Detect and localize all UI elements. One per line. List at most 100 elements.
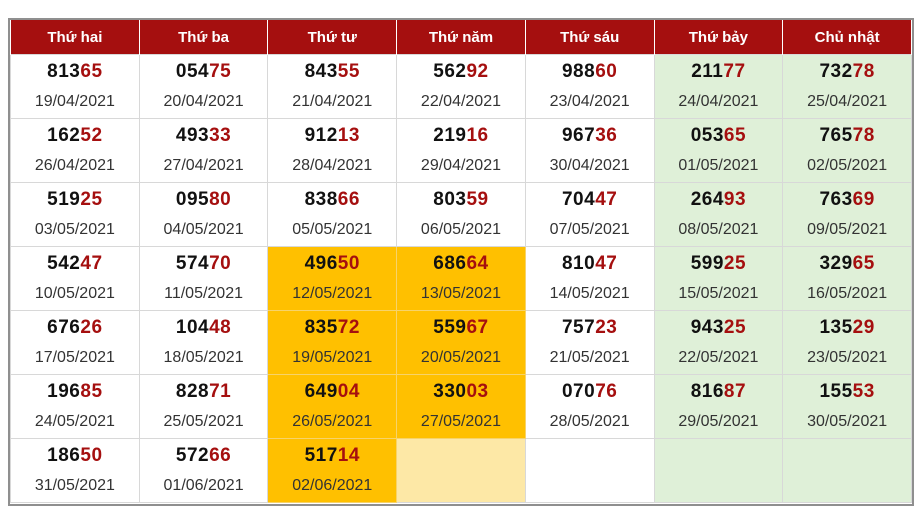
result-cell: 84355 21/04/2021 bbox=[267, 54, 398, 119]
result-cell: 76578 02/05/2021 bbox=[782, 118, 912, 183]
result-number: 15553 bbox=[783, 380, 911, 404]
result-number-tail: 25 bbox=[723, 317, 747, 338]
result-number: 91213 bbox=[268, 124, 396, 148]
result-number-head: 095 bbox=[175, 189, 210, 210]
result-number: 81365 bbox=[11, 60, 139, 84]
result-date: 28/04/2021 bbox=[292, 157, 373, 174]
result-cell: 49333 27/04/2021 bbox=[138, 118, 269, 183]
result-number-head: 835 bbox=[304, 317, 338, 338]
result-number-head: 196 bbox=[47, 381, 81, 402]
result-date: 03/05/2021 bbox=[34, 221, 115, 238]
result-number-tail: 65 bbox=[723, 125, 747, 146]
result-number: 18650 bbox=[11, 444, 139, 468]
table-row: 54247 10/05/2021 57470 11/05/2021 49650 12/05… bbox=[10, 246, 912, 311]
results-table: Thứ hai Thứ ba Thứ tư Thứ năm Thứ sáu Th… bbox=[10, 20, 912, 503]
result-date: 07/05/2021 bbox=[549, 221, 630, 238]
result-number-tail: 29 bbox=[852, 317, 875, 338]
result-date: 05/05/2021 bbox=[292, 221, 373, 238]
result-number-head: 943 bbox=[690, 317, 724, 338]
result-number-head: 330 bbox=[433, 381, 467, 402]
result-date: 21/04/2021 bbox=[292, 93, 373, 110]
result-date: 25/05/2021 bbox=[163, 413, 244, 430]
result-date: 22/05/2021 bbox=[678, 349, 759, 366]
result-number: 33003 bbox=[397, 380, 525, 404]
result-number: 81047 bbox=[526, 252, 654, 276]
result-date: 23/04/2021 bbox=[549, 93, 630, 110]
result-number-head: 264 bbox=[690, 189, 724, 210]
result-number-head: 155 bbox=[819, 381, 853, 402]
result-cell: 91213 28/04/2021 bbox=[267, 118, 398, 183]
result-number-head: 519 bbox=[47, 189, 81, 210]
result-number-tail: 23 bbox=[595, 317, 618, 338]
result-date: 30/04/2021 bbox=[549, 157, 630, 174]
result-number-head: 219 bbox=[433, 125, 467, 146]
result-number-head: 816 bbox=[690, 381, 724, 402]
result-cell: 07076 28/05/2021 bbox=[524, 374, 655, 439]
result-cell: 32965 16/05/2021 bbox=[782, 246, 912, 311]
result-number: 05365 bbox=[655, 124, 783, 148]
result-cell: 83866 05/05/2021 bbox=[267, 182, 398, 247]
result-number-tail: 48 bbox=[209, 317, 232, 338]
result-number-head: 912 bbox=[304, 125, 338, 146]
result-number-head: 572 bbox=[175, 445, 210, 466]
result-number-tail: 69 bbox=[852, 189, 875, 210]
result-number-tail: 77 bbox=[723, 61, 746, 82]
result-cell: 33003 27/05/2021 bbox=[396, 374, 526, 439]
result-cell: 56292 22/04/2021 bbox=[396, 54, 526, 119]
result-cell: 81047 14/05/2021 bbox=[524, 246, 655, 311]
result-date: 24/05/2021 bbox=[34, 413, 115, 430]
result-cell: 80359 06/05/2021 bbox=[396, 182, 526, 247]
result-cell: 51925 03/05/2021 bbox=[10, 182, 140, 247]
result-date: 20/05/2021 bbox=[420, 349, 501, 366]
result-cell: 73278 25/04/2021 bbox=[782, 54, 912, 119]
results-table-frame: Thứ hai Thứ ba Thứ tư Thứ năm Thứ sáu Th… bbox=[8, 18, 914, 506]
result-number-tail: 55 bbox=[337, 61, 360, 82]
result-number-tail: 33 bbox=[209, 125, 232, 146]
result-number-head: 542 bbox=[47, 253, 81, 274]
result-cell: 75723 21/05/2021 bbox=[524, 310, 655, 375]
result-cell: 57266 01/06/2021 bbox=[138, 438, 269, 503]
result-date: 24/04/2021 bbox=[678, 93, 759, 110]
result-number-tail: 75 bbox=[209, 61, 232, 82]
result-number-head: 813 bbox=[47, 61, 81, 82]
result-cell: 13529 23/05/2021 bbox=[782, 310, 912, 375]
result-cell bbox=[782, 438, 912, 503]
result-date: 14/05/2021 bbox=[549, 285, 630, 302]
result-cell: 16252 26/04/2021 bbox=[10, 118, 140, 183]
result-cell: 18650 31/05/2021 bbox=[10, 438, 140, 503]
result-cell: 82871 25/05/2021 bbox=[138, 374, 269, 439]
result-number-tail: 66 bbox=[337, 189, 360, 210]
result-number-tail: 25 bbox=[723, 253, 747, 274]
result-date: 22/04/2021 bbox=[420, 93, 501, 110]
result-date: 19/05/2021 bbox=[292, 349, 373, 366]
table-row: 19685 24/05/2021 82871 25/05/2021 64904 26/05… bbox=[10, 374, 912, 439]
result-date: 09/05/2021 bbox=[807, 221, 888, 238]
result-number-tail: 78 bbox=[852, 125, 875, 146]
result-number-head: 104 bbox=[175, 317, 210, 338]
result-number: 84355 bbox=[268, 60, 396, 84]
result-number-tail: 13 bbox=[337, 125, 360, 146]
result-number: 13529 bbox=[783, 316, 911, 340]
result-number-head: 070 bbox=[561, 381, 596, 402]
result-cell: 81365 19/04/2021 bbox=[10, 54, 140, 119]
result-number-tail: 85 bbox=[80, 381, 103, 402]
result-number-tail: 14 bbox=[337, 445, 360, 466]
result-number-head: 732 bbox=[819, 61, 853, 82]
result-number-tail: 04 bbox=[337, 381, 360, 402]
result-date: 19/04/2021 bbox=[34, 93, 115, 110]
result-number-head: 967 bbox=[561, 125, 596, 146]
result-cell: 09580 04/05/2021 bbox=[138, 182, 269, 247]
result-number: 21916 bbox=[397, 124, 525, 148]
table-row: 18650 31/05/2021 57266 01/06/2021 51714 02/06… bbox=[10, 438, 912, 503]
result-number-tail: 78 bbox=[852, 61, 875, 82]
result-cell: 21177 24/04/2021 bbox=[653, 54, 784, 119]
result-number-head: 599 bbox=[690, 253, 724, 274]
result-number: 51714 bbox=[268, 444, 396, 468]
result-number: 57266 bbox=[140, 444, 268, 468]
result-number-tail: 60 bbox=[595, 61, 618, 82]
result-number: 68664 bbox=[397, 252, 525, 276]
result-number-tail: 47 bbox=[80, 253, 103, 274]
result-number-tail: 72 bbox=[337, 317, 360, 338]
result-number-head: 988 bbox=[561, 61, 596, 82]
result-date: 01/05/2021 bbox=[678, 157, 759, 174]
